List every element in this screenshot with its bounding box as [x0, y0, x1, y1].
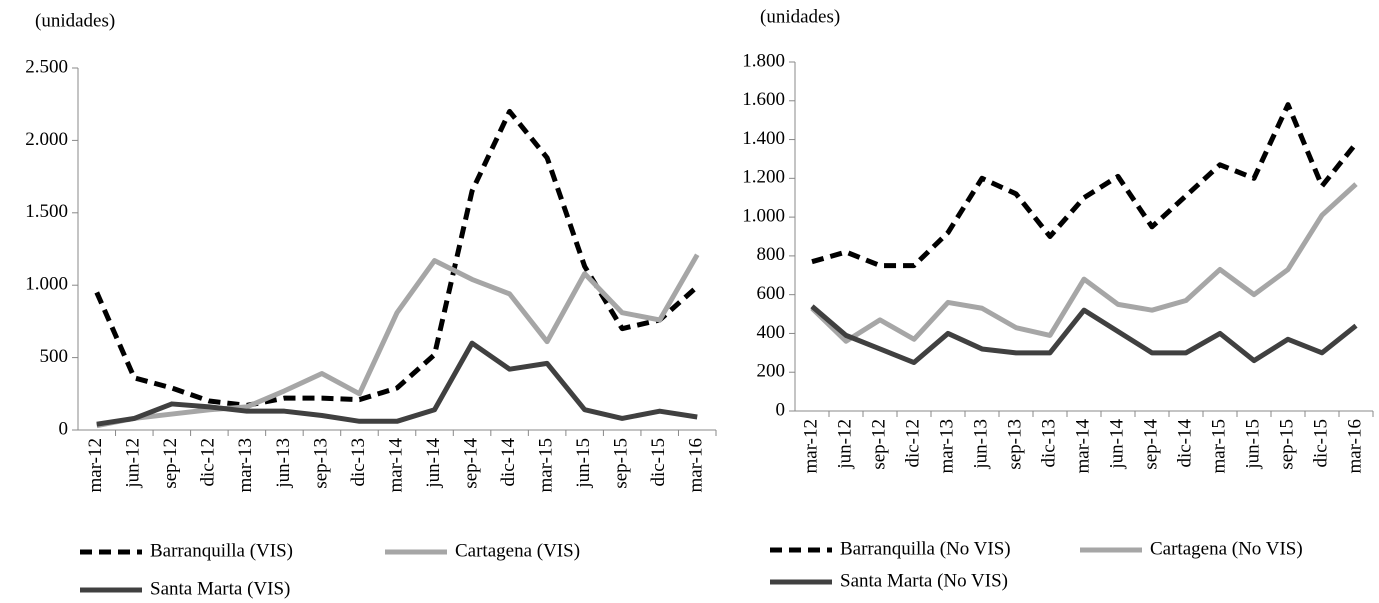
x-tick-label: mar-15: [535, 438, 556, 493]
series-line: [96, 340, 698, 427]
x-tick-label: jun-12: [834, 419, 855, 470]
x-tick-label: sep-14: [1140, 419, 1161, 470]
y-tick-label: 0: [776, 399, 786, 420]
x-tick-label: sep-15: [611, 438, 632, 489]
y-tick-label: 2.000: [25, 129, 68, 150]
x-tick-label: mar-16: [1344, 419, 1365, 474]
legend-label: Cartagena (No VIS): [1150, 538, 1303, 559]
x-tick-label: sep-12: [160, 438, 181, 489]
y-tick-label: 0: [59, 418, 69, 439]
y-tick-label: 1.600: [742, 89, 785, 110]
y-tick-label: 1.800: [742, 50, 785, 71]
series-line: [96, 253, 700, 429]
x-tick-label: mar-16: [686, 438, 707, 493]
legend-label: Santa Marta (VIS): [150, 578, 290, 599]
x-tick-label: mar-14: [385, 438, 406, 493]
x-tick-label: jun-13: [970, 419, 991, 470]
x-tick-label: dic-12: [902, 419, 923, 468]
series-line: [811, 102, 1358, 269]
x-tick-label: dic-14: [498, 438, 519, 487]
x-tick-label: dic-13: [348, 438, 369, 487]
x-tick-label: sep-15: [1276, 419, 1297, 470]
legend-label: Barranquilla (VIS): [150, 540, 293, 561]
y-tick-label: 500: [40, 346, 69, 367]
x-tick-label: dic-12: [198, 438, 219, 487]
x-tick-label: mar-15: [1208, 419, 1229, 474]
y-tick-label: 2.500: [25, 56, 68, 77]
x-tick-label: sep-12: [868, 419, 889, 470]
x-tick-label: mar-12: [800, 419, 821, 474]
y-axis-label: (unidades): [760, 6, 840, 27]
series-line: [810, 182, 1358, 344]
y-tick-label: 600: [757, 283, 786, 304]
x-tick-label: mar-13: [235, 438, 256, 493]
y-tick-label: 800: [757, 244, 786, 265]
x-tick-label: jun-14: [423, 438, 444, 489]
x-tick-label: sep-13: [310, 438, 331, 489]
x-tick-label: jun-13: [273, 438, 294, 489]
x-tick-label: mar-14: [1072, 419, 1093, 474]
y-tick-label: 1.200: [742, 167, 785, 188]
y-tick-label: 1.000: [25, 274, 68, 295]
y-axis-label: (unidades): [35, 10, 115, 31]
x-tick-label: dic-14: [1174, 419, 1195, 468]
x-tick-label: sep-13: [1004, 419, 1025, 470]
y-tick-label: 1.000: [742, 205, 785, 226]
y-tick-label: 1.500: [25, 201, 68, 222]
y-tick-label: 1.400: [742, 128, 785, 149]
legend-label: Barranquilla (No VIS): [840, 538, 1011, 559]
series-line: [810, 304, 1358, 366]
legend-label: Santa Marta (No VIS): [840, 570, 1008, 591]
legend-label: Cartagena (VIS): [455, 540, 580, 561]
x-tick-label: dic-13: [1038, 419, 1059, 468]
x-tick-label: dic-15: [1310, 419, 1331, 468]
x-tick-label: mar-13: [936, 419, 957, 474]
x-tick-label: mar-12: [85, 438, 106, 493]
x-tick-label: sep-14: [460, 438, 481, 489]
x-tick-label: jun-14: [1106, 419, 1127, 470]
x-tick-label: jun-12: [123, 438, 144, 489]
y-tick-label: 200: [757, 361, 786, 382]
series-line: [94, 108, 699, 408]
x-tick-label: dic-15: [648, 438, 669, 487]
x-tick-label: jun-15: [573, 438, 594, 489]
y-tick-label: 400: [757, 322, 786, 343]
x-tick-label: jun-15: [1242, 419, 1263, 470]
